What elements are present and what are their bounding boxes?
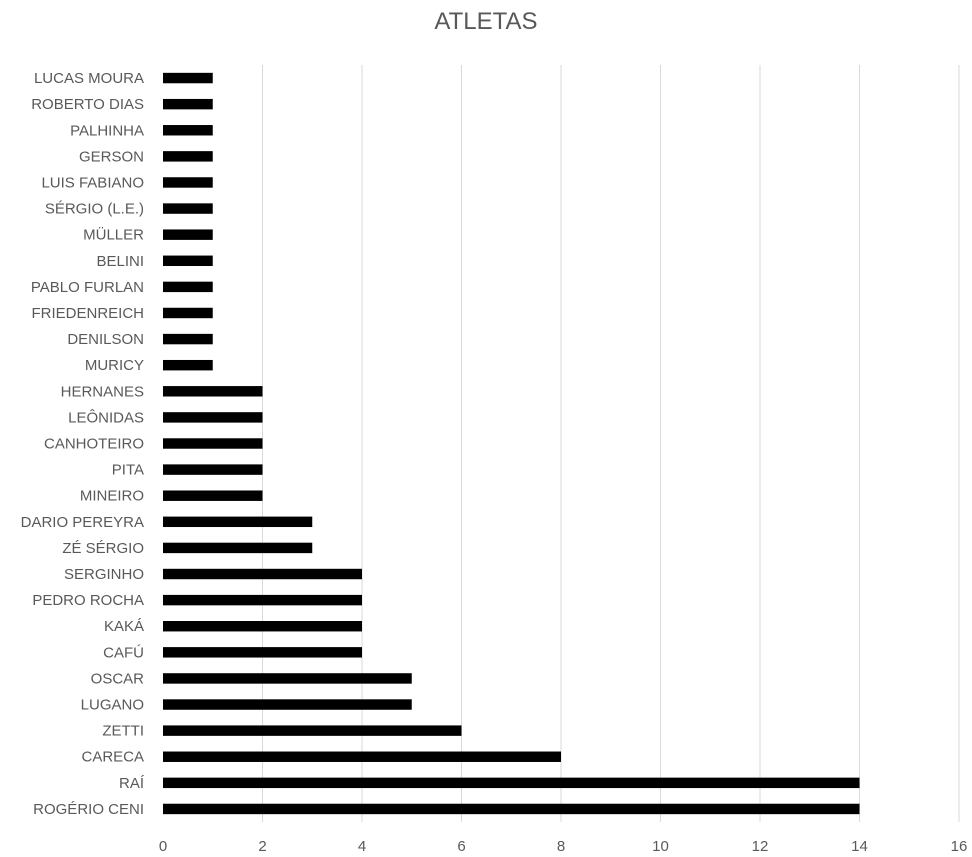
category-label: OSCAR xyxy=(91,670,145,687)
bar xyxy=(163,203,213,214)
category-label: LUGANO xyxy=(81,697,144,714)
bar xyxy=(163,542,313,554)
x-tick-label: 14 xyxy=(851,838,868,855)
bar xyxy=(163,464,263,475)
category-label: LUIS FABIANO xyxy=(41,174,144,191)
category-label: ZÉ SÉRGIO xyxy=(62,540,144,557)
gridlines xyxy=(262,65,960,822)
bar xyxy=(163,699,412,710)
bar xyxy=(163,438,263,449)
x-tick-label: 4 xyxy=(358,838,366,855)
bar xyxy=(163,255,213,266)
category-label: PABLO FURLAN xyxy=(31,279,144,296)
bar xyxy=(163,777,860,789)
bar xyxy=(163,594,362,606)
bar xyxy=(163,386,263,397)
chart-title: ATLETAS xyxy=(434,8,538,35)
x-tick-label: 12 xyxy=(752,838,769,855)
bar xyxy=(163,72,213,84)
category-label: GERSON xyxy=(79,148,144,165)
bar xyxy=(163,673,412,684)
category-label: PALHINHA xyxy=(70,122,144,139)
category-label: DARIO PEREYRA xyxy=(21,514,144,531)
bar xyxy=(163,751,561,762)
bar xyxy=(163,516,313,528)
category-label: BELINI xyxy=(96,253,144,270)
category-label: FRIEDENREICH xyxy=(31,305,144,322)
category-label: SERGINHO xyxy=(64,566,144,583)
bar xyxy=(163,490,263,501)
bar xyxy=(163,359,213,371)
category-label: DENILSON xyxy=(67,331,144,348)
category-label: MINEIRO xyxy=(80,488,144,505)
bar xyxy=(163,98,213,110)
bar xyxy=(163,333,213,345)
category-label: CAFÚ xyxy=(103,644,144,661)
category-label: CANHOTEIRO xyxy=(44,436,144,453)
bar xyxy=(163,725,462,736)
x-tick-labels: 0 2 4 6 8 10 12 14 16 xyxy=(159,838,968,855)
x-tick-label: 2 xyxy=(258,838,266,855)
category-label: LUCAS MOURA xyxy=(34,70,144,87)
bar xyxy=(163,647,362,658)
category-label: RAÍ xyxy=(119,775,145,792)
category-label: PEDRO ROCHA xyxy=(32,592,144,609)
category-label: SÉRGIO (L.E.) xyxy=(45,201,144,218)
bars xyxy=(163,72,860,815)
category-label: CARECA xyxy=(81,749,144,766)
category-label: KAKÁ xyxy=(104,618,144,635)
category-label: ROBERTO DIAS xyxy=(31,96,144,113)
category-label: HERNANES xyxy=(61,383,144,400)
category-label: ROGÉRIO CENI xyxy=(33,801,144,818)
bar xyxy=(163,412,263,423)
x-tick-label: 6 xyxy=(457,838,465,855)
x-tick-label: 10 xyxy=(652,838,669,855)
bar xyxy=(163,125,213,136)
category-labels: ROGÉRIO CENI RAÍ CARECA ZETTI LUGANO OSCAR CAF… xyxy=(21,70,145,818)
x-tick-label: 16 xyxy=(951,838,968,855)
bar xyxy=(163,177,213,188)
bar xyxy=(163,307,213,319)
x-tick-label: 0 xyxy=(159,838,167,855)
bar xyxy=(163,621,362,632)
category-label: MÜLLER xyxy=(83,226,144,244)
category-label: PITA xyxy=(112,462,144,479)
bar xyxy=(163,281,213,293)
category-label: ZETTI xyxy=(102,723,144,740)
bar xyxy=(163,151,213,162)
x-tick-label: 8 xyxy=(557,838,565,855)
bar xyxy=(163,229,213,240)
bar xyxy=(163,568,362,580)
bar xyxy=(163,803,860,815)
category-label: LEÔNIDAS xyxy=(68,409,144,426)
category-label: MURICY xyxy=(85,357,144,374)
